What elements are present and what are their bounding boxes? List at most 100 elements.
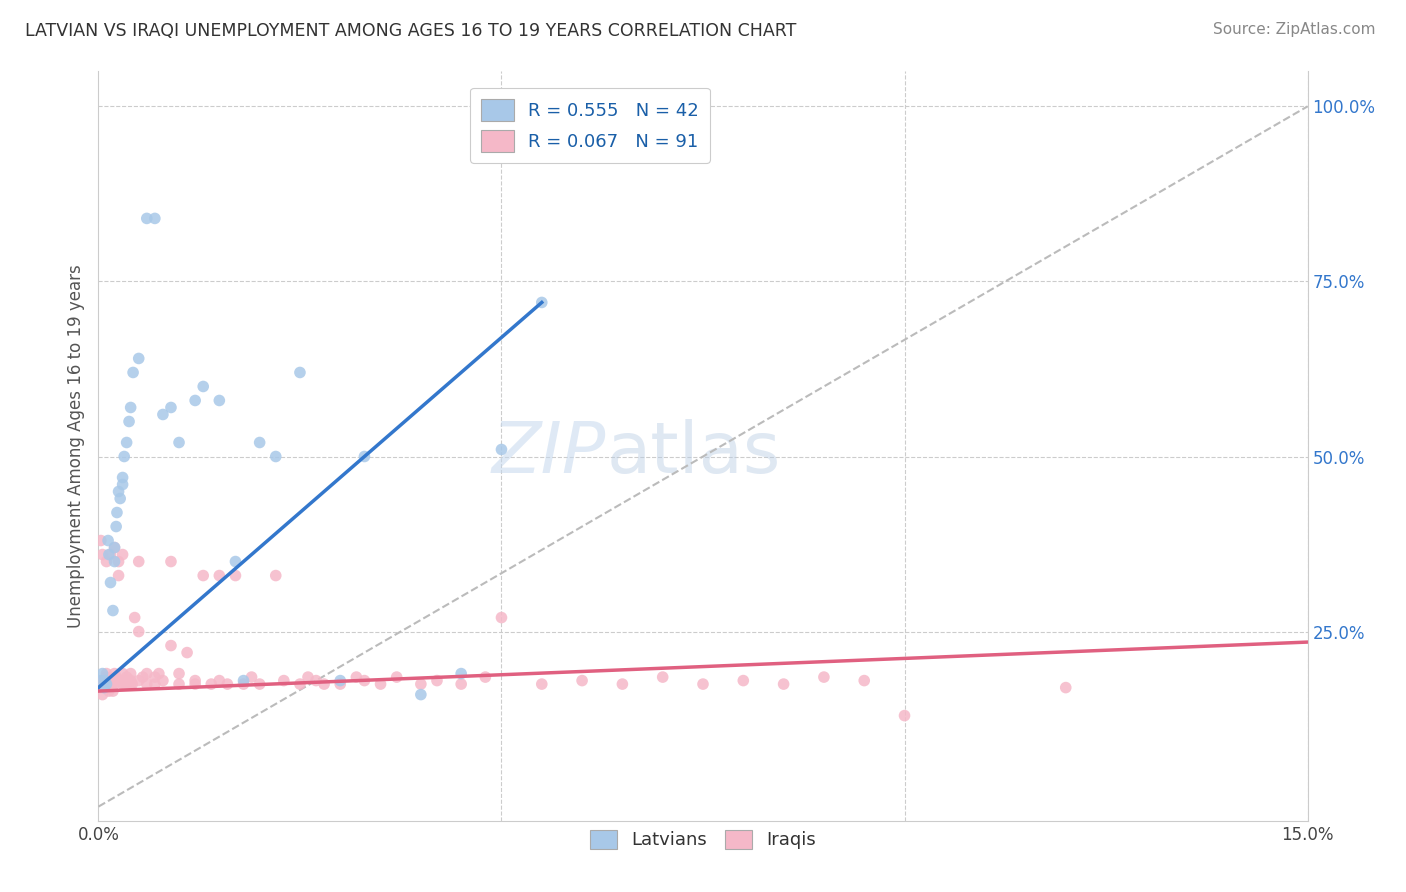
Point <box>124 610 146 624</box>
Point <box>152 408 174 422</box>
Point <box>264 450 287 464</box>
Point <box>208 393 231 408</box>
Point <box>491 442 513 457</box>
Point <box>96 670 118 684</box>
Point <box>105 670 128 684</box>
Text: ZIP: ZIP <box>492 419 606 488</box>
Point <box>107 568 129 582</box>
Point <box>97 677 120 691</box>
Point <box>167 677 190 691</box>
Point <box>91 688 114 702</box>
Point <box>132 670 155 684</box>
Point <box>101 684 124 698</box>
Point <box>249 677 271 691</box>
Point <box>329 677 352 691</box>
Point <box>103 677 125 691</box>
Point <box>103 673 125 688</box>
Point <box>571 673 593 688</box>
Point <box>93 681 115 695</box>
Point <box>184 393 207 408</box>
Point <box>692 677 714 691</box>
Point <box>120 677 142 691</box>
Point <box>148 666 170 681</box>
Point <box>1054 681 1077 695</box>
Point <box>733 673 755 688</box>
Point <box>232 673 254 688</box>
Point <box>135 666 157 681</box>
Point <box>813 670 835 684</box>
Point <box>91 673 114 688</box>
Point <box>91 666 114 681</box>
Point <box>111 470 134 484</box>
Point <box>143 677 166 691</box>
Point <box>167 435 190 450</box>
Point <box>108 491 131 506</box>
Point <box>115 677 138 691</box>
Point <box>167 666 190 681</box>
Point <box>143 670 166 684</box>
Point <box>93 681 115 695</box>
Point <box>651 670 673 684</box>
Point <box>111 673 134 688</box>
Point <box>112 450 135 464</box>
Point <box>89 677 111 691</box>
Point <box>100 677 122 691</box>
Point <box>450 677 472 691</box>
Point <box>97 548 120 562</box>
Point <box>288 366 311 380</box>
Point <box>232 677 254 691</box>
Point <box>314 677 336 691</box>
Point <box>249 435 271 450</box>
Point <box>184 677 207 691</box>
Point <box>118 415 141 429</box>
Point <box>111 477 134 491</box>
Point <box>853 673 876 688</box>
Point <box>105 506 128 520</box>
Point <box>90 533 112 548</box>
Point <box>772 677 794 691</box>
Point <box>200 677 222 691</box>
Point <box>103 541 125 555</box>
Point <box>128 673 150 688</box>
Point <box>208 568 231 582</box>
Point <box>409 677 432 691</box>
Point <box>97 533 120 548</box>
Point <box>135 677 157 691</box>
Point <box>91 548 114 562</box>
Point <box>103 666 125 681</box>
Point <box>128 351 150 366</box>
Point <box>385 670 408 684</box>
Point <box>530 295 553 310</box>
Point <box>208 673 231 688</box>
Point <box>107 555 129 569</box>
Point <box>103 541 125 555</box>
Point <box>94 677 117 691</box>
Text: Source: ZipAtlas.com: Source: ZipAtlas.com <box>1212 22 1375 37</box>
Point <box>344 670 367 684</box>
Point <box>90 681 112 695</box>
Point <box>105 519 128 533</box>
Point <box>120 666 142 681</box>
Point <box>100 673 122 688</box>
Point <box>101 603 124 617</box>
Point <box>409 688 432 702</box>
Point <box>111 548 134 562</box>
Point <box>120 673 142 688</box>
Point <box>193 568 215 582</box>
Point <box>297 670 319 684</box>
Point <box>115 435 138 450</box>
Point <box>240 670 263 684</box>
Point <box>121 677 143 691</box>
Point <box>94 673 117 688</box>
Point <box>370 677 392 691</box>
Text: LATVIAN VS IRAQI UNEMPLOYMENT AMONG AGES 16 TO 19 YEARS CORRELATION CHART: LATVIAN VS IRAQI UNEMPLOYMENT AMONG AGES… <box>25 22 797 40</box>
Point <box>160 401 183 415</box>
Point <box>288 677 311 691</box>
Point <box>143 211 166 226</box>
Point <box>160 555 183 569</box>
Point <box>135 211 157 226</box>
Point <box>101 677 124 691</box>
Point <box>105 673 128 688</box>
Point <box>224 555 246 569</box>
Point <box>184 673 207 688</box>
